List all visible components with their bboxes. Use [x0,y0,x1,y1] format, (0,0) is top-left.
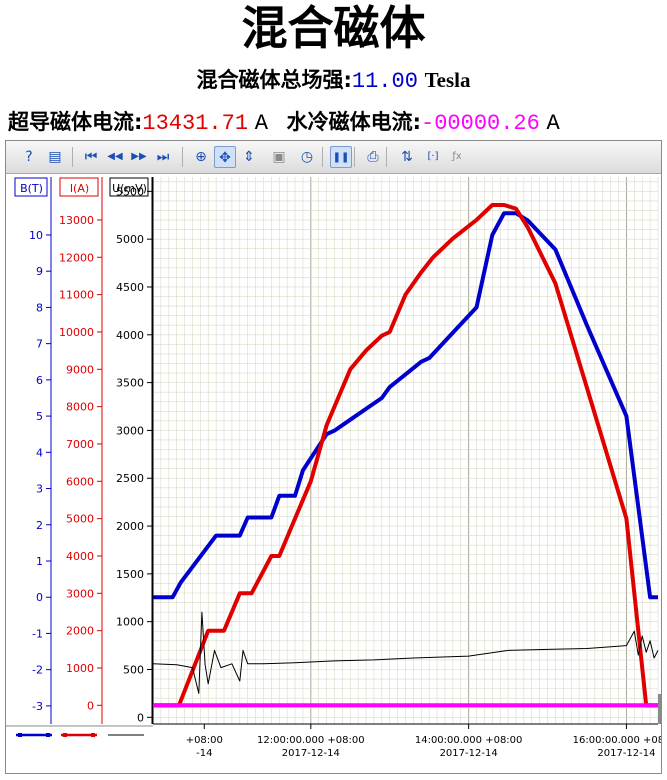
pause-icon[interactable]: ❚❚ [330,146,352,168]
step-forward-icon[interactable]: ▶▶ [131,151,147,162]
tick-label: -3 [32,700,43,713]
wc-current-unit: A [546,111,560,136]
series-line-voltage [152,611,659,694]
legend-marker [91,733,95,737]
tick-label: 5500 [116,185,144,198]
tick-label: 1500 [116,568,144,581]
tick-label: 12000 [59,251,94,264]
x-tick-label: 14:00:00.000 +08:00 [415,735,523,746]
select-box-icon[interactable]: ▣ [272,149,286,165]
x-tick-date: -14 [196,748,212,759]
page-title: 混合磁体 [241,1,426,55]
axis-swap-icon[interactable]: ⇅ [401,149,413,165]
total-field-readout: 混合磁体总场强:11.00 Tesla [0,66,667,96]
sc-current-label: 超导磁体电流: [8,110,143,134]
scroll-edge [658,694,661,724]
tick-label: 2500 [116,472,144,485]
tick-label: 3000 [66,587,94,600]
chart-toolbar: ? ▤ ⏮ ◀◀ ▶▶ ⏭ ⊕ ✥ ⇕ ▣ ◷ ❚❚ ⎙ ⇅ [·] ƒx [6,141,661,174]
help-icon[interactable]: ? [25,149,33,165]
tick-label: 4500 [116,281,144,294]
tick-label: 9000 [66,363,94,376]
current-readout: 超导磁体电流:13431.71 A 水冷磁体电流:-00000.26 A [8,108,560,138]
toolbar-separator [72,147,73,167]
tick-label: 1000 [116,616,144,629]
tick-label: 3000 [116,424,144,437]
total-field-label: 混合磁体总场强: [196,68,352,92]
series-line-field [153,211,658,600]
tick-label: 2000 [116,520,144,533]
properties-icon[interactable]: ▤ [48,149,62,165]
chart-panel: ? ▤ ⏮ ◀◀ ▶▶ ⏭ ⊕ ✥ ⇕ ▣ ◷ ❚❚ ⎙ ⇅ [·] ƒx B(T) -3 -2 -1 0 1 2 3 4 5 6… [5,140,662,774]
tick-label: 6000 [66,475,94,488]
tick-label: 0 [36,591,43,604]
axis-title: B(T) [20,182,43,195]
tick-label: 10 [29,229,43,242]
tick-label: 0 [137,711,144,724]
wc-current-value: -00000.26 [421,111,540,136]
total-field-unit: Tesla [424,68,471,92]
tick-label: 4000 [66,550,94,563]
scale-icon[interactable]: ⇕ [243,149,255,165]
tick-label: 11000 [59,289,94,302]
legend-marker [63,733,67,737]
tick-label: 10000 [59,326,94,339]
fx-icon[interactable]: ƒx [452,151,462,162]
tick-label: 7000 [66,438,94,451]
print-icon[interactable]: ⎙ [367,149,379,165]
tick-label: 9 [36,265,43,278]
tick-label: 5 [36,410,43,423]
tick-label: -1 [32,627,43,640]
tick-label: 4 [36,446,43,459]
tick-label: 1000 [66,662,94,675]
axis-header [14,177,48,197]
tick-label: 7 [36,338,43,351]
x-tick-label: 12:00:00.000 +08:00 [257,735,365,746]
tick-label: 0 [87,699,94,712]
last-page-icon[interactable]: ⏭ [156,149,170,165]
legend-marker [18,733,22,737]
tick-label: 4000 [116,329,144,342]
tick-label: 8 [36,301,43,314]
tick-label: 8000 [66,401,94,414]
total-field-value: 11.00 [351,69,418,94]
sc-current-unit: A [254,111,268,136]
tick-label: 3500 [116,377,144,390]
zoom-icon[interactable]: ⊕ [195,149,207,165]
toolbar-separator [322,147,323,167]
tick-label: 5000 [66,513,94,526]
tick-label: 2 [36,519,43,532]
toolbar-separator [354,147,355,167]
first-page-icon[interactable]: ⏮ [84,149,98,165]
time-icon[interactable]: ◷ [300,149,314,165]
tick-label: 500 [123,663,144,676]
fit-icon[interactable]: [·] [427,151,439,162]
x-tick-date: 2017-12-14 [282,748,340,759]
tick-label: 2000 [66,625,94,638]
axis-header [59,177,99,197]
toolbar-separator [182,147,183,167]
axis-title: I(A) [70,182,89,195]
axis-header [109,177,149,197]
tick-label: 13000 [59,214,94,227]
tick-label: 6 [36,374,43,387]
toolbar-separator [386,147,387,167]
tick-label: 1 [36,555,43,568]
sc-current-value: 13431.71 [142,111,249,136]
x-tick-date: 2017-12-14 [597,748,655,759]
tick-label: -2 [32,664,43,677]
axis-title: U(mV) [112,182,147,195]
legend-marker [46,733,50,737]
pan-icon[interactable]: ✥ [214,146,236,168]
series-line-sc_current [153,203,658,708]
tick-label: 3 [36,483,43,496]
x-tick-label: +08:00 [186,735,223,746]
tick-label: 5000 [116,233,144,246]
wc-current-label: 水冷磁体电流: [286,110,422,134]
chart-svg[interactable]: B(T) -3 -2 -1 0 1 2 3 4 5 6 7 8 9 10 I(A) 0 1000 2000 3000 4… [6,173,661,773]
step-back-icon[interactable]: ◀◀ [107,151,123,162]
x-tick-date: 2017-12-14 [440,748,498,759]
x-tick-label: 16:00:00.000 +08:00 [573,735,661,746]
